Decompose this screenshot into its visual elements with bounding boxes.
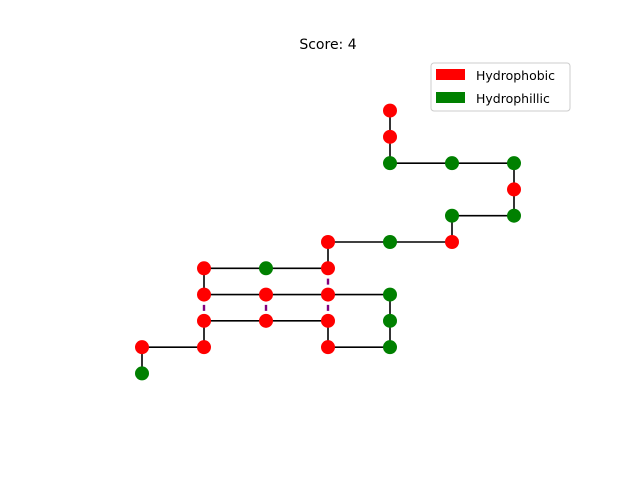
legend-label-hydrophobic: Hydrophobic [476, 68, 555, 83]
residue-point-hydrophobic [259, 313, 273, 328]
legend-swatch-hydrophilic [436, 92, 465, 103]
chart-title: Score: 4 [299, 37, 356, 53]
residue-point-hydrophobic [321, 287, 335, 302]
residue-point-hydrophobic [321, 235, 335, 249]
residue-point-hydrophilic [445, 156, 459, 171]
legend-swatch-hydrophobic [436, 69, 465, 80]
residue-point-hydrophilic [383, 287, 397, 302]
residue-point-hydrophobic [321, 261, 335, 276]
residue-point-hydrophobic [321, 313, 335, 328]
residue-point-hydrophobic [383, 103, 397, 118]
residue-point-hydrophobic [259, 287, 273, 302]
residue-point-hydrophilic [259, 261, 273, 276]
residue-point-hydrophilic [507, 156, 521, 171]
legend-label-hydrophilic: Hydrophillic [476, 91, 550, 106]
legend: Hydrophobic Hydrophillic [430, 62, 571, 112]
residue-point-hydrophilic [383, 156, 397, 171]
residue-point-hydrophilic [383, 235, 397, 249]
residue-point-hydrophilic [445, 208, 459, 223]
residue-point-hydrophobic [135, 340, 149, 355]
residue-point-hydrophobic [197, 340, 211, 355]
residue-point-hydrophilic [383, 313, 397, 328]
residue-point-hydrophobic [321, 340, 335, 355]
residue-point-hydrophilic [135, 366, 149, 381]
residue-point-hydrophobic [445, 235, 459, 249]
residue-point-hydrophilic [383, 340, 397, 355]
residue-point-hydrophobic [197, 261, 211, 276]
legend-frame [430, 62, 571, 112]
residue-point-hydrophobic [507, 182, 521, 197]
residue-point-hydrophobic [197, 287, 211, 302]
residue-point-hydrophilic [507, 208, 521, 223]
residue-point-hydrophobic [197, 313, 211, 328]
residue-point-hydrophobic [383, 129, 397, 144]
residue-points [135, 103, 521, 381]
